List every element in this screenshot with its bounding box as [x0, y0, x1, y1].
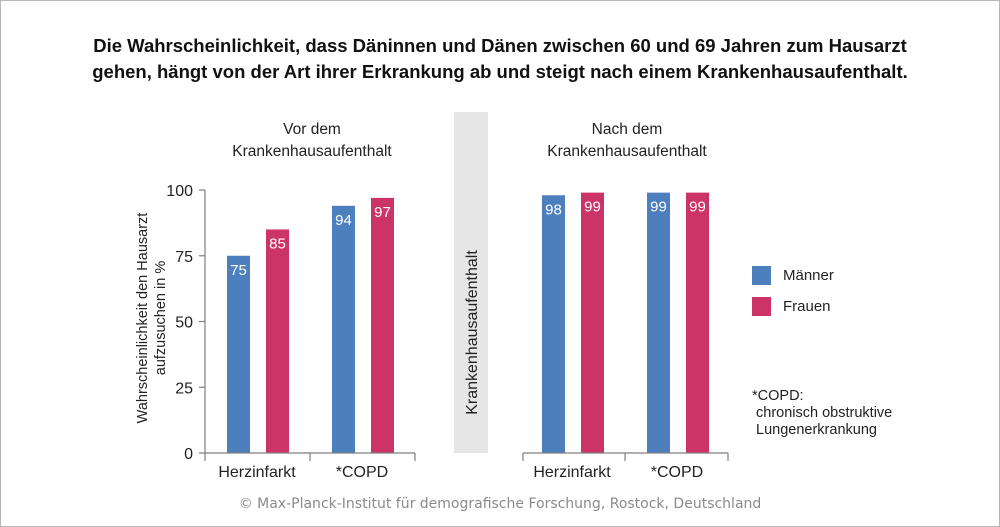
x-category-label: *COPD	[651, 464, 703, 481]
y-tick-label: 100	[166, 183, 193, 200]
group-title-after-line-2: Krankenhausaufenthalt	[547, 143, 707, 160]
x-category-label: *COPD	[336, 464, 388, 481]
y-tick-label: 75	[175, 249, 193, 266]
legend-item-frauen: Frauen	[752, 297, 831, 317]
group-title-after-line-1: Nach dem	[591, 121, 663, 138]
group-title-after: Nach dem Krankenhausaufenthalt	[497, 119, 757, 163]
bar-value-label: 75	[230, 262, 247, 279]
bar-frauen	[266, 229, 289, 453]
bar-value-label: 97	[374, 204, 391, 221]
copyright-credit: © Max-Planck-Institut für demografische …	[238, 496, 762, 512]
legend-swatch-maenner	[752, 266, 771, 285]
separator-band	[454, 112, 488, 453]
bar-value-label: 85	[269, 235, 286, 252]
separator-label: Krankenhausaufenthalt	[464, 250, 481, 415]
legend-label-frauen: Frauen	[783, 298, 831, 315]
group-title-before-line-1: Vor dem	[283, 121, 341, 138]
bar-maenner	[542, 195, 565, 453]
bar-frauen	[371, 197, 394, 453]
chart-title: Die Wahrscheinlichkeit, dass Däninnen un…	[20, 33, 980, 85]
x-category-label: Herzinfarkt	[218, 464, 296, 481]
bar-frauen	[686, 192, 709, 453]
bar-maenner	[647, 192, 670, 453]
chart-title-line-1: Die Wahrscheinlichkeit, dass Däninnen un…	[93, 35, 907, 56]
bar-value-label: 99	[689, 199, 706, 216]
legend-item-maenner: Männer	[752, 266, 834, 286]
y-tick-label: 25	[175, 380, 193, 397]
legend-label-maenner: Männer	[783, 267, 834, 284]
bar-value-label: 99	[584, 199, 601, 216]
bar-value-label: 99	[650, 199, 667, 216]
y-axis: 0 25 50 75 100	[166, 183, 206, 463]
y-tick-label: 0	[184, 446, 193, 463]
copd-footnote: *COPD: chronisch obstruktive Lungenerkra…	[752, 388, 952, 439]
group-title-before: Vor dem Krankenhausaufenthalt	[182, 119, 442, 163]
group-title-before-line-2: Krankenhausaufenthalt	[232, 143, 392, 160]
bar-value-label: 98	[545, 201, 562, 218]
footnote-line-1: *COPD:	[752, 388, 804, 404]
bars-layer: 75 94 98 99 85 97 99 99	[227, 192, 709, 453]
footnote-line-3: Lungenerkrankung	[752, 422, 877, 438]
y-tick-label: 50	[175, 315, 193, 332]
bar-value-label: 94	[335, 212, 352, 229]
legend-swatch-frauen	[752, 297, 771, 316]
bar-frauen	[581, 192, 604, 453]
footnote-line-2: chronisch obstruktive	[752, 405, 893, 421]
x-axis: Herzinfarkt *COPD Herzinfarkt *COPD	[204, 452, 729, 481]
bar-maenner	[227, 255, 250, 453]
x-category-label: Herzinfarkt	[533, 464, 611, 481]
bar-maenner	[332, 205, 355, 453]
chart-title-line-2: gehen, hängt von der Art ihrer Erkrankun…	[92, 61, 908, 82]
